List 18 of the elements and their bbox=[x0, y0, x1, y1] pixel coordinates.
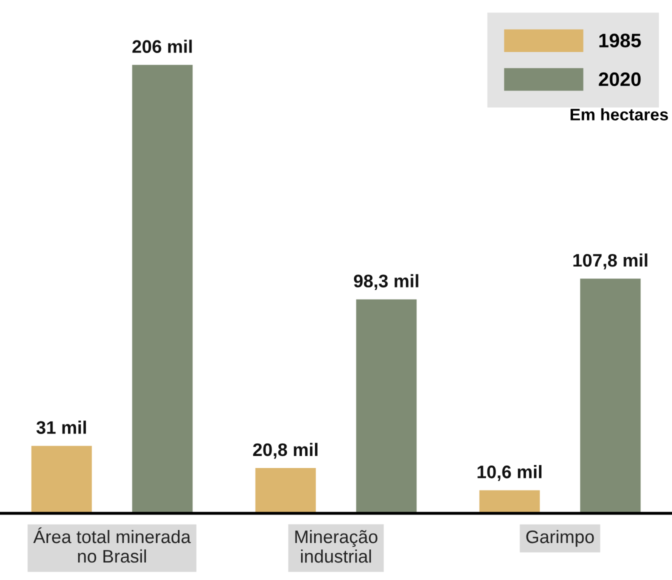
data-label: 98,3 mil bbox=[354, 274, 418, 290]
data-label: 107,8 mil bbox=[573, 253, 648, 270]
bar bbox=[479, 490, 540, 514]
bar bbox=[132, 64, 193, 514]
x-tick-label: Área total minerada no Brasil bbox=[33, 527, 191, 563]
x-tick-label: Mineração industrial bbox=[295, 530, 378, 563]
bar bbox=[356, 299, 417, 514]
data-label: 31 mil bbox=[36, 420, 86, 434]
legend-label: 2020 bbox=[598, 72, 641, 86]
bar bbox=[31, 446, 92, 514]
bar bbox=[580, 278, 641, 514]
bar bbox=[255, 468, 316, 514]
legend-label: 1985 bbox=[599, 34, 641, 48]
data-label: 20,8 mil bbox=[253, 442, 318, 459]
data-label: 206 mil bbox=[132, 40, 192, 53]
annotation: Em hectares bbox=[570, 108, 668, 120]
data-label: 10,6 mil bbox=[478, 465, 542, 481]
x-tick-label: Garimpo bbox=[526, 530, 594, 547]
